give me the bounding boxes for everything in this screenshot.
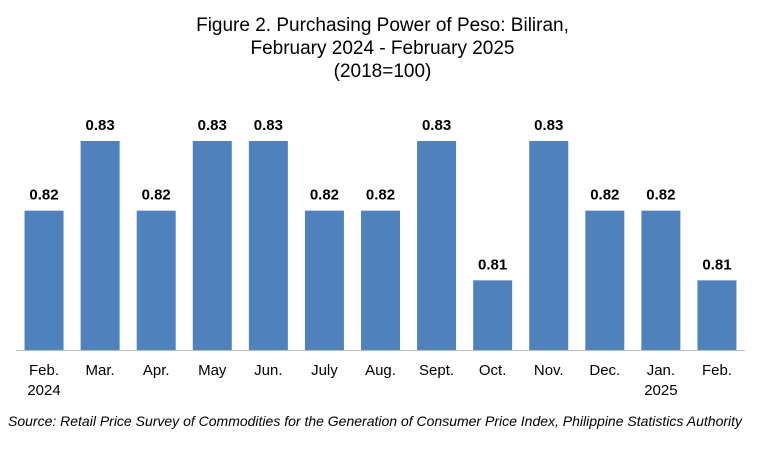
data-label: 0.82 <box>590 187 619 204</box>
x-tick-label: Aug. <box>365 362 396 379</box>
x-tick-label: 2024 <box>27 382 60 399</box>
x-tick-label: Oct. <box>479 362 507 379</box>
bar <box>304 210 344 350</box>
x-tick-label: Feb. <box>702 362 732 379</box>
bar <box>529 141 569 350</box>
x-tick-label: 2025 <box>644 382 677 399</box>
x-tick-label: Sept. <box>419 362 454 379</box>
bar <box>24 210 64 350</box>
chart-title-line-1: Figure 2. Purchasing Power of Peso: Bili… <box>196 15 569 36</box>
bar <box>641 210 681 350</box>
bar <box>585 210 625 350</box>
x-tick-label: Feb. <box>29 362 59 379</box>
x-tick-label: Jun. <box>254 362 282 379</box>
bar <box>697 280 737 350</box>
bar <box>361 210 400 350</box>
x-tick-label: Dec. <box>589 362 620 379</box>
data-label: 0.83 <box>422 117 451 134</box>
data-label: 0.83 <box>198 117 227 134</box>
data-label: 0.83 <box>534 117 563 134</box>
data-label: 0.83 <box>86 117 115 134</box>
chart-title-line-2: February 2024 - February 2025 <box>250 38 515 59</box>
x-tick-label: May <box>198 362 227 379</box>
data-label: 0.82 <box>29 187 58 204</box>
data-label: 0.83 <box>254 117 283 134</box>
x-tick-label: Mar. <box>86 362 115 379</box>
data-label: 0.82 <box>366 187 395 204</box>
bar <box>417 141 457 350</box>
bar <box>192 141 232 350</box>
x-tick-label: Jan. <box>647 362 675 379</box>
data-label: 0.82 <box>646 187 675 204</box>
source-note: Source: Retail Price Survey of Commoditi… <box>8 413 743 429</box>
chart-title-line-3: (2018=100) <box>333 61 432 82</box>
bar <box>473 280 513 350</box>
x-tick-label: Nov. <box>534 362 564 379</box>
x-tick-label: July <box>311 362 338 379</box>
data-label: 0.81 <box>702 256 731 273</box>
data-label: 0.82 <box>310 187 339 204</box>
chart-title: Figure 2. Purchasing Power of Peso: Bili… <box>0 14 765 83</box>
bar <box>136 210 176 350</box>
bar <box>80 141 120 350</box>
data-label: 0.82 <box>142 187 171 204</box>
bar <box>248 141 288 350</box>
data-label: 0.81 <box>478 256 507 273</box>
bar-chart: 0.82 Feb. 2024 0.83 Mar. 0.82 Apr. 0.83 May 0.83 J… <box>16 117 745 399</box>
x-tick-label: Apr. <box>143 362 170 379</box>
